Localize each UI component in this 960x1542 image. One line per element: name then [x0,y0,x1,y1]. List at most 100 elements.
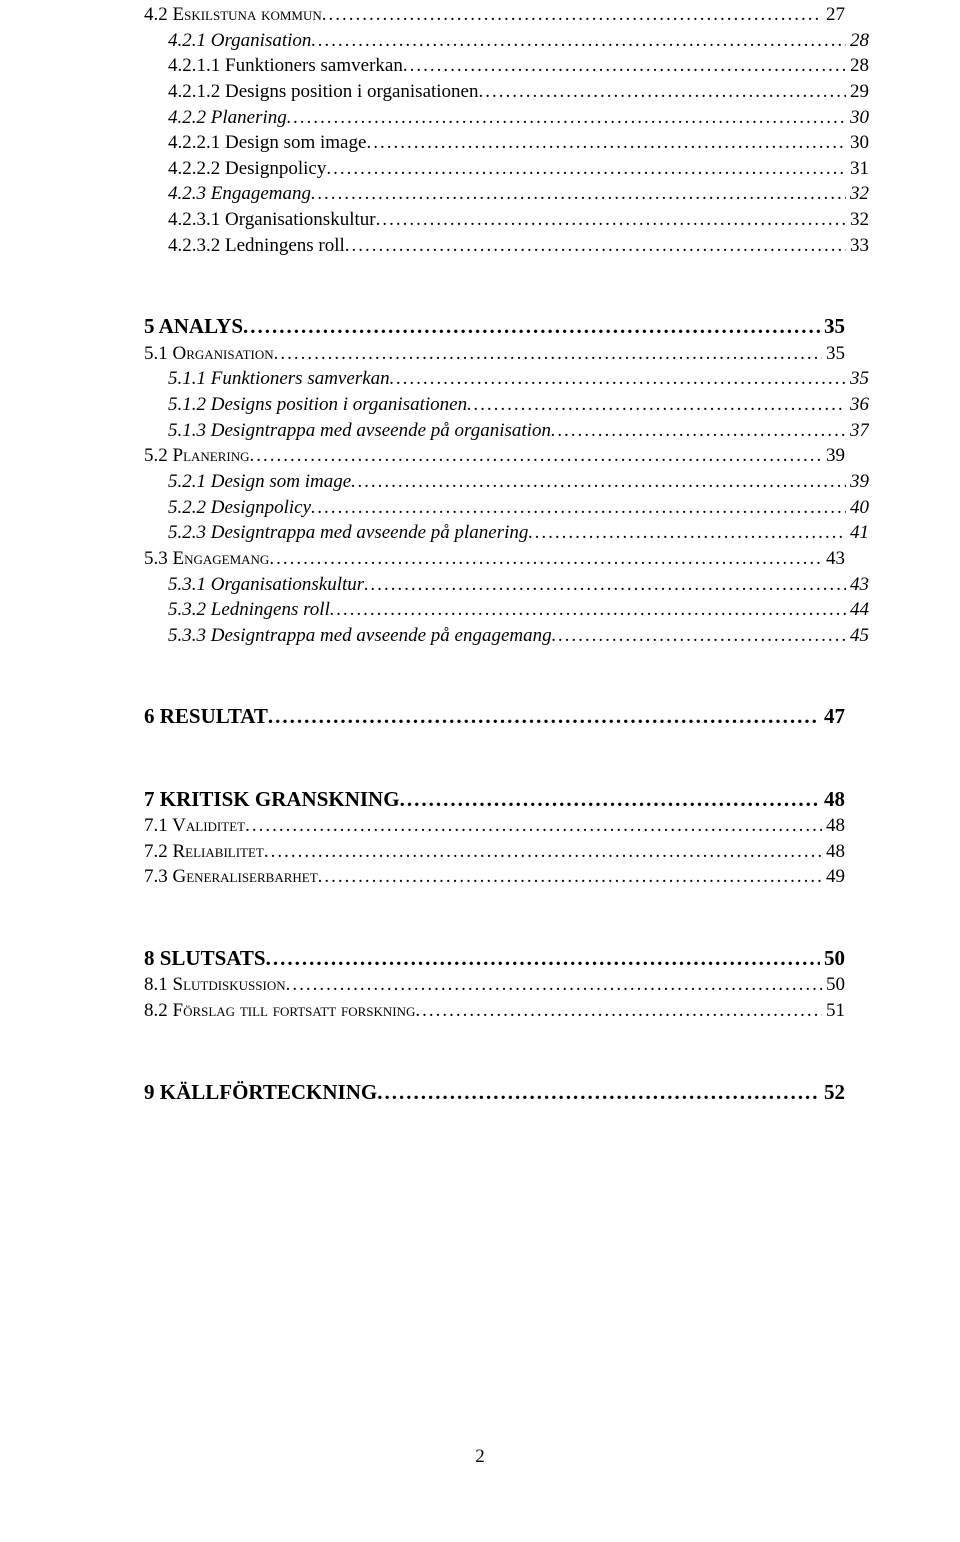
toc-entry: 7.1 Validitet48 [144,813,845,839]
toc-entry: 4.2.2.2 Designpolicy 31 [168,156,869,182]
toc-gap [144,648,845,702]
toc-leader-dots [403,53,846,79]
toc-entry-label: 4.2.2.2 Designpolicy [168,156,326,182]
toc-entry-page: 31 [846,156,869,182]
toc-entry: 4.2.1.1 Funktioners samverkan 28 [168,53,869,79]
toc-entry-label: 8.2 Förslag till fortsatt forskning [144,998,415,1024]
page-number: 2 [0,1446,960,1468]
toc-page: 4.2 Eskilstuna kommun 27 4.2.1 Organisatio… [0,0,960,1542]
toc-entry-label: 5.3.1 Organisationskultur [168,572,364,598]
toc-leader-dots [390,366,846,392]
toc-entry-label: 4.2 Eskilstuna kommun [144,2,322,28]
toc-entry: 5.3 Engagemang43 [144,546,845,572]
toc-leader-dots [250,443,822,469]
toc-entry: 4.2.3.2 Ledningens roll33 [168,233,869,259]
toc-leader-dots [400,785,820,813]
toc-entry: 5.2.2 Designpolicy 40 [168,495,869,521]
toc-entry-page: 33 [846,233,869,259]
toc-leader-dots [243,312,820,340]
toc-entry-page: 48 [822,839,845,865]
toc-entry: 7.3 Generaliserbarhet 49 [144,864,845,890]
toc-entry-page: 35 [846,366,869,392]
toc-leader-dots [322,2,822,28]
table-of-contents: 4.2 Eskilstuna kommun 27 4.2.1 Organisatio… [144,2,845,1106]
toc-entry: 5.1 Organisation35 [144,341,845,367]
toc-entry-page: 32 [846,181,869,207]
toc-gap [144,258,845,312]
toc-entry-label: 4.2.1.1 Funktioners samverkan [168,53,403,79]
toc-entry-label: 5.2.2 Designpolicy [168,495,311,521]
toc-entry-page: 51 [822,998,845,1024]
toc-entry: 4.2.1.2 Designs position i organisatione… [168,79,869,105]
toc-entry-label: 4.2.1 Organisation [168,28,311,54]
toc-entry: 4.2.3 Engagemang 32 [168,181,869,207]
toc-entry-label: 4.2.3.1 Organisationskultur [168,207,376,233]
toc-leader-dots [318,864,822,890]
toc-entry: 5.1.2 Designs position i organisationen3… [168,392,869,418]
toc-leader-dots [366,130,846,156]
toc-entry: 8 SLUTSATS50 [144,944,845,972]
toc-entry-label: 4.2.2.1 Design som image [168,130,366,156]
toc-entry-page: 48 [820,785,845,813]
toc-leader-dots [311,181,846,207]
toc-entry-page: 44 [846,597,869,623]
toc-leader-dots [326,156,846,182]
toc-entry: 5.1.1 Funktioners samverkan35 [168,366,869,392]
toc-entry: 5.1.3 Designtrappa med avseende på organ… [168,418,869,444]
toc-entry-page: 27 [822,2,845,28]
toc-entry-page: 39 [822,443,845,469]
toc-entry-page: 52 [820,1078,845,1106]
toc-entry-label: 4.2.2 Planering [168,105,287,131]
toc-entry: 5.3.2 Ledningens roll44 [168,597,869,623]
toc-entry-page: 41 [846,520,869,546]
toc-entry: 6 RESULTAT47 [144,702,845,730]
toc-leader-dots [274,341,822,367]
toc-entry: 5.3.3 Designtrappa med avseende på engag… [168,623,869,649]
toc-entry-page: 49 [822,864,845,890]
toc-entry-page: 30 [846,105,869,131]
toc-entry-page: 28 [846,53,869,79]
toc-entry-page: 35 [822,341,845,367]
toc-entry-label: 8.1 Slutdiskussion [144,972,286,998]
toc-entry: 5.2.3 Designtrappa med avseende på plane… [168,520,869,546]
toc-entry-label: 7.2 Reliabilitet [144,839,264,865]
toc-leader-dots [264,839,822,865]
toc-leader-dots [351,469,846,495]
toc-entry-label: 5.1.3 Designtrappa med avseende på organ… [168,418,551,444]
toc-leader-dots [311,28,846,54]
toc-leader-dots [467,392,846,418]
toc-leader-dots [268,702,820,730]
toc-entry-page: 47 [820,702,845,730]
toc-entry: 8.1 Slutdiskussion 50 [144,972,845,998]
toc-leader-dots [364,572,846,598]
toc-leader-dots [528,520,846,546]
toc-entry-label: 4.2.1.2 Designs position i organisatione… [168,79,479,105]
toc-entry-label: 7.3 Generaliserbarhet [144,864,318,890]
toc-entry: 5.2.1 Design som image39 [168,469,869,495]
toc-entry-page: 43 [822,546,845,572]
toc-entry-label: 5.3.3 Designtrappa med avseende på engag… [168,623,552,649]
toc-entry-label: 7.1 Validitet [144,813,245,839]
toc-entry-label: 5.2 Planering [144,443,250,469]
toc-gap [144,1024,845,1078]
toc-gap [144,890,845,944]
toc-entry: 7 KRITISK GRANSKNING 48 [144,785,845,813]
toc-entry-page: 39 [846,469,869,495]
toc-leader-dots [286,972,822,998]
toc-entry: 5.2 Planering 39 [144,443,845,469]
toc-leader-dots [266,944,820,972]
toc-entry: 4.2.3.1 Organisationskultur 32 [168,207,869,233]
toc-entry-page: 36 [846,392,869,418]
toc-entry-page: 32 [846,207,869,233]
toc-entry-page: 43 [846,572,869,598]
toc-gap [144,731,845,785]
toc-entry: 4.2.2 Planering 30 [168,105,869,131]
toc-entry-page: 50 [822,972,845,998]
toc-entry-label: 7 KRITISK GRANSKNING [144,785,400,813]
toc-entry-page: 30 [846,130,869,156]
toc-entry: 4.2 Eskilstuna kommun 27 [144,2,845,28]
toc-entry: 7.2 Reliabilitet 48 [144,839,845,865]
toc-leader-dots [552,623,846,649]
toc-entry-page: 40 [846,495,869,521]
toc-entry-label: 4.2.3 Engagemang [168,181,311,207]
